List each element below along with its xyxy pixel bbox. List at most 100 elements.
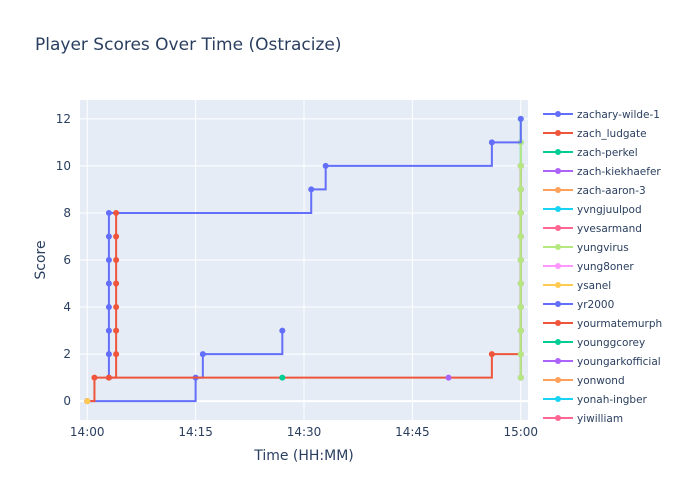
x-tick-label: 14:15 (178, 425, 213, 439)
y-tick-label: 0 (63, 394, 71, 408)
data-point (105, 280, 112, 287)
data-point (113, 209, 120, 216)
data-point (517, 115, 524, 122)
data-point (517, 304, 524, 311)
legend-label: zach-kiekhaefer (577, 166, 661, 178)
data-point (517, 209, 524, 216)
legend-swatch-marker (555, 339, 561, 345)
legend-item[interactable]: yungvirus (543, 242, 629, 254)
data-point (113, 304, 120, 311)
data-point (105, 374, 112, 381)
legend-label: yung8oner (577, 261, 634, 273)
legend-item[interactable]: zach-perkel (543, 147, 638, 159)
series-line (107, 118, 522, 378)
data-point (105, 327, 112, 334)
data-point (488, 351, 495, 358)
series-ysanel (84, 398, 91, 405)
data-point (113, 257, 120, 263)
legend-item[interactable]: zach-kiekhaefer (543, 166, 661, 178)
x-tick-label: 14:45 (395, 425, 430, 439)
y-axis-label: Score (33, 240, 49, 279)
x-axis-label: Time (HH:MM) (253, 448, 354, 464)
data-point (308, 186, 315, 193)
legend-label: ysanel (577, 280, 611, 292)
data-point (517, 374, 524, 381)
data-point (113, 233, 120, 240)
data-point (105, 351, 112, 358)
data-point (105, 304, 112, 311)
data-point (517, 280, 524, 287)
series-yourmatemurph (105, 209, 120, 381)
legend-swatch-marker (555, 111, 561, 117)
legend-item[interactable]: zach-aaron-3 (543, 185, 646, 197)
data-point (279, 327, 286, 334)
legend-item[interactable]: zachary-wilde-1 (543, 109, 660, 121)
data-point (445, 374, 452, 381)
data-point (91, 374, 98, 381)
legend-swatch-marker (555, 358, 561, 364)
y-tick-label: 6 (63, 253, 71, 267)
legend-label: yonah-ingber (577, 394, 648, 406)
legend-item[interactable]: yonah-ingber (543, 394, 648, 406)
data-point (517, 233, 524, 240)
legend-item[interactable]: yvngjuulpod (543, 204, 642, 216)
legend-swatch-marker (555, 187, 561, 193)
data-point (113, 327, 120, 334)
x-tick-label: 14:30 (287, 425, 322, 439)
legend-swatch-marker (555, 396, 561, 402)
legend-swatch-marker (555, 263, 561, 269)
series-zach-kiekhaefer (445, 374, 452, 381)
legend-item[interactable]: ysanel (543, 280, 611, 292)
legend-swatch-marker (555, 206, 561, 212)
legend-item[interactable]: yvesarmand (543, 223, 642, 235)
legend-swatch-marker (555, 282, 561, 288)
data-point (113, 351, 120, 358)
legend-swatch-marker (555, 244, 561, 250)
legend-item[interactable]: youngarkofficial (543, 356, 661, 368)
legend-label: yr2000 (577, 299, 614, 311)
y-tick-label: 12 (56, 112, 71, 126)
legend-item[interactable]: younggcorey (543, 337, 645, 349)
data-point (488, 139, 495, 146)
legend-swatch-marker (555, 225, 561, 231)
x-tick-label: 14:00 (70, 425, 105, 439)
x-tick-label: 15:00 (503, 425, 538, 439)
data-point (517, 162, 524, 169)
y-tick-label: 2 (63, 347, 71, 361)
data-point (517, 257, 524, 263)
legend-item[interactable]: zach_ludgate (543, 128, 647, 140)
legend-label: yonwond (577, 375, 625, 387)
data-point (279, 374, 286, 381)
legend-item[interactable]: yung8oner (543, 261, 634, 273)
series-yungvirus (517, 115, 524, 381)
legend[interactable]: zachary-wilde-1 zach_ludgate zach-perkel za… (543, 109, 662, 425)
data-point (199, 351, 206, 358)
legend-label: yungvirus (577, 242, 629, 254)
legend-swatch-marker (555, 320, 561, 326)
y-tick-label: 4 (63, 300, 71, 314)
y-tick-label: 8 (63, 206, 71, 220)
legend-item[interactable]: yourmatemurph (543, 318, 662, 330)
legend-item[interactable]: yonwond (543, 375, 625, 387)
data-point (84, 398, 91, 405)
legend-label: zach-aaron-3 (577, 185, 646, 197)
legend-label: yvesarmand (577, 223, 642, 235)
data-point (113, 280, 120, 287)
legend-item[interactable]: yiwilliam (543, 413, 623, 425)
chart-title: Player Scores Over Time (Ostracize) (35, 35, 342, 55)
legend-label: youngarkofficial (577, 356, 661, 368)
legend-swatch-marker (555, 168, 561, 174)
x-axis-ticks: 14:00 14:15 14:30 14:45 15:00 (70, 425, 538, 439)
series-zach-perkel (279, 374, 286, 381)
grid-lines (80, 100, 528, 420)
legend-label: yvngjuulpod (577, 204, 642, 216)
legend-label: zach-perkel (577, 147, 638, 159)
legend-swatch-marker (555, 415, 561, 421)
legend-label: yiwilliam (577, 413, 623, 425)
legend-item[interactable]: yr2000 (543, 299, 614, 311)
legend-label: younggcorey (577, 337, 645, 349)
legend-swatch-marker (555, 149, 561, 155)
legend-label: zachary-wilde-1 (577, 109, 660, 121)
data-point (517, 351, 524, 358)
